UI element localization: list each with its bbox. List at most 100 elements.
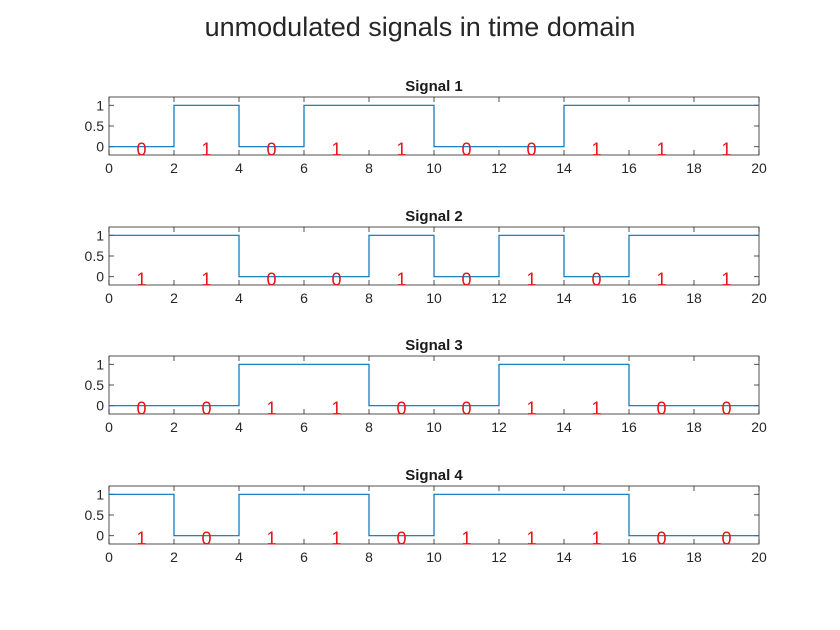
x-tick-label: 12 <box>491 160 507 176</box>
bit-label: 0 <box>461 399 471 419</box>
bit-label: 1 <box>656 140 666 160</box>
x-tick-label: 4 <box>235 419 243 435</box>
x-tick-label: 0 <box>105 290 113 306</box>
bit-label: 1 <box>526 529 536 549</box>
bit-label: 0 <box>201 399 211 419</box>
y-tick-label: 0.5 <box>85 118 105 134</box>
x-tick-label: 20 <box>751 549 767 565</box>
bit-label: 1 <box>591 140 601 160</box>
bit-label: 0 <box>136 399 146 419</box>
x-tick-label: 0 <box>105 160 113 176</box>
bit-label: 0 <box>526 140 536 160</box>
y-tick-label: 0.5 <box>85 248 105 264</box>
bit-label: 0 <box>396 399 406 419</box>
x-tick-label: 18 <box>686 549 702 565</box>
x-tick-label: 0 <box>105 549 113 565</box>
x-tick-label: 20 <box>751 290 767 306</box>
bit-label: 1 <box>266 529 276 549</box>
subplot-title: Signal 4 <box>405 467 463 484</box>
signal-line <box>109 493 759 537</box>
x-tick-label: 0 <box>105 419 113 435</box>
x-tick-label: 10 <box>426 290 442 306</box>
x-tick-label: 6 <box>300 290 308 306</box>
x-tick-label: 12 <box>491 419 507 435</box>
x-tick-label: 16 <box>621 160 637 176</box>
bit-label: 0 <box>266 140 276 160</box>
x-tick-label: 6 <box>300 549 308 565</box>
y-tick-label: 0 <box>96 269 104 285</box>
bit-label: 1 <box>526 399 536 419</box>
bit-label: 0 <box>461 270 471 290</box>
bit-label: 1 <box>721 140 731 160</box>
x-tick-label: 4 <box>235 160 243 176</box>
bit-label: 1 <box>656 270 666 290</box>
x-tick-label: 8 <box>365 160 373 176</box>
x-tick-label: 18 <box>686 290 702 306</box>
figure-title: unmodulated signals in time domain <box>204 12 636 42</box>
y-tick-label: 0 <box>96 398 104 414</box>
bit-label: 0 <box>461 140 471 160</box>
bit-label: 1 <box>396 270 406 290</box>
x-tick-label: 4 <box>235 549 243 565</box>
bit-label: 0 <box>591 270 601 290</box>
bit-label: 1 <box>266 399 276 419</box>
y-tick-label: 0 <box>96 528 104 544</box>
bit-label: 0 <box>136 140 146 160</box>
bit-label: 0 <box>266 270 276 290</box>
x-tick-label: 12 <box>491 290 507 306</box>
y-tick-label: 1 <box>96 227 104 243</box>
bit-label: 1 <box>591 529 601 549</box>
bit-label: 0 <box>656 529 666 549</box>
bit-label: 1 <box>331 399 341 419</box>
bit-label: 0 <box>721 399 731 419</box>
y-tick-label: 1 <box>96 356 104 372</box>
axes-box <box>108 355 760 415</box>
x-tick-label: 16 <box>621 549 637 565</box>
x-tick-label: 8 <box>365 419 373 435</box>
y-tick-label: 1 <box>96 97 104 113</box>
x-tick-label: 6 <box>300 419 308 435</box>
x-tick-label: 2 <box>170 290 178 306</box>
bit-label: 1 <box>201 140 211 160</box>
x-tick-label: 4 <box>235 290 243 306</box>
y-tick-label: 1 <box>96 486 104 502</box>
y-tick-label: 0.5 <box>85 377 105 393</box>
x-tick-label: 14 <box>556 549 572 565</box>
x-tick-label: 2 <box>170 549 178 565</box>
subplot-title: Signal 2 <box>405 208 463 225</box>
bit-label: 0 <box>396 529 406 549</box>
bit-label: 1 <box>591 399 601 419</box>
signal-line <box>109 234 759 278</box>
signal-line <box>109 363 759 407</box>
x-tick-label: 18 <box>686 160 702 176</box>
bit-label: 1 <box>721 270 731 290</box>
bit-label: 1 <box>396 140 406 160</box>
x-tick-label: 14 <box>556 160 572 176</box>
x-tick-label: 14 <box>556 419 572 435</box>
x-tick-label: 20 <box>751 160 767 176</box>
x-tick-label: 16 <box>621 419 637 435</box>
x-tick-label: 8 <box>365 290 373 306</box>
bit-label: 1 <box>461 529 471 549</box>
bit-label: 1 <box>201 270 211 290</box>
x-tick-label: 12 <box>491 549 507 565</box>
bit-label: 0 <box>331 270 341 290</box>
bit-label: 1 <box>331 529 341 549</box>
x-tick-label: 10 <box>426 160 442 176</box>
bit-label: 0 <box>656 399 666 419</box>
x-tick-label: 18 <box>686 419 702 435</box>
y-tick-label: 0.5 <box>85 507 105 523</box>
x-tick-label: 10 <box>426 549 442 565</box>
subplot-title: Signal 1 <box>405 78 463 95</box>
x-tick-label: 16 <box>621 290 637 306</box>
x-tick-label: 2 <box>170 160 178 176</box>
x-tick-label: 2 <box>170 419 178 435</box>
subplot-title: Signal 3 <box>405 337 463 354</box>
x-tick-label: 10 <box>426 419 442 435</box>
